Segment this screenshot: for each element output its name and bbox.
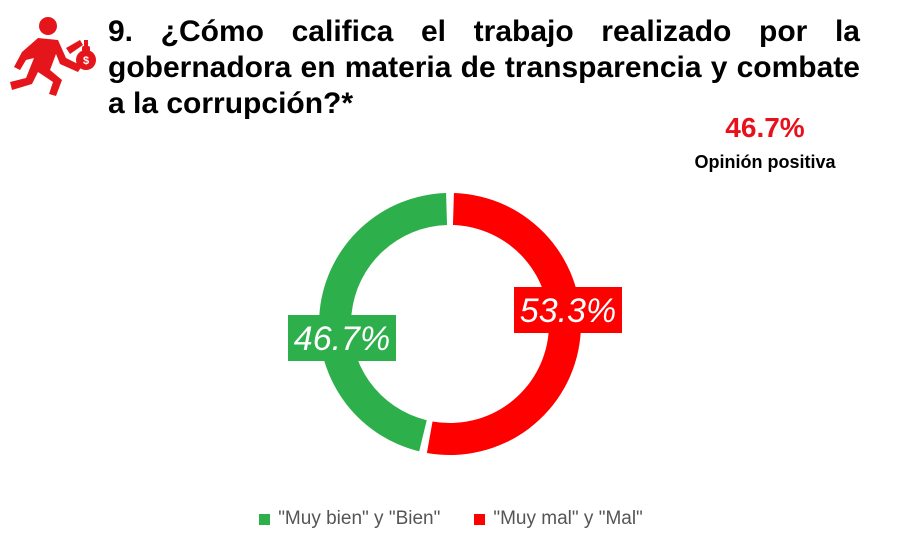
question-title: 9. ¿Cómo califica el trabajo realizado p… (108, 15, 860, 120)
slice-positive (319, 193, 448, 452)
legend-swatch-negative (474, 513, 486, 525)
legend-item-positive: "Muy bien" y "Bien" (259, 508, 440, 530)
summary-label: Opinión positiva (694, 152, 836, 172)
data-label-negative: 53.3% (520, 292, 616, 330)
data-label-box-negative (514, 287, 622, 333)
legend-swatch-positive (259, 513, 271, 525)
legend: "Muy bien" y "Bien" "Muy mal" y "Mal" (0, 508, 902, 530)
data-label-box-positive (288, 315, 396, 361)
summary-value: 46.7% (725, 112, 805, 143)
legend-item-negative: "Muy mal" y "Mal" (474, 508, 643, 530)
slice-negative (426, 193, 581, 455)
data-label-positive: 46.7% (294, 320, 390, 358)
running-thief-icon: $ (10, 17, 96, 96)
legend-label-positive: "Muy bien" y "Bien" (278, 508, 441, 529)
legend-label-negative: "Muy mal" y "Mal" (493, 508, 643, 529)
svg-text:$: $ (83, 55, 89, 67)
